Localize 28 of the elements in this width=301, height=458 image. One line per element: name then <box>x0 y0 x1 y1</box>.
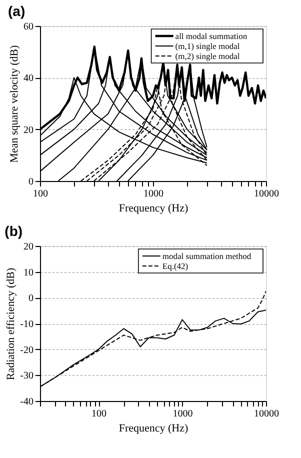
legend-label: (m,1) single modal <box>175 41 240 51</box>
x-tick-label: 100 <box>33 188 48 200</box>
y-tick-label: 10 <box>24 267 34 278</box>
y-tick-label: -20 <box>20 344 34 356</box>
x-tick-label: 1000 <box>172 408 193 420</box>
y-tick-label: 0 <box>28 176 34 188</box>
legend-label: modal summation method <box>162 251 252 261</box>
y-axis-title: Radiation efficiency (dB) <box>5 268 18 380</box>
chart-title: (b) <box>4 223 23 239</box>
legend-label: (m,2) single modal <box>175 51 240 61</box>
y-tick-label: 20 <box>24 242 34 252</box>
chart-title: (a) <box>8 3 26 19</box>
y-tick-label: 60 <box>24 22 34 32</box>
x-axis-title: Frequency (Hz) <box>118 422 188 434</box>
x-tick-label: 1000 <box>144 188 164 200</box>
y-axis-title: Mean square velocity (dB) <box>8 44 20 163</box>
y-tick-label: -30 <box>20 370 34 382</box>
x-axis-title: Frequency (Hz) <box>118 202 188 214</box>
y-tick-label: 40 <box>24 73 34 84</box>
y-tick-label: 20 <box>24 124 34 136</box>
x-tick-label: 10000 <box>254 408 279 420</box>
y-tick-label: -40 <box>20 396 34 408</box>
y-tick-label: 0 <box>28 293 34 304</box>
legend-label: Eq.(42) <box>162 261 188 271</box>
legend-label: all modal summation <box>175 31 248 41</box>
x-tick-label: 100 <box>92 408 107 420</box>
x-tick-label: 10000 <box>254 188 279 200</box>
y-tick-label: -10 <box>20 319 34 330</box>
